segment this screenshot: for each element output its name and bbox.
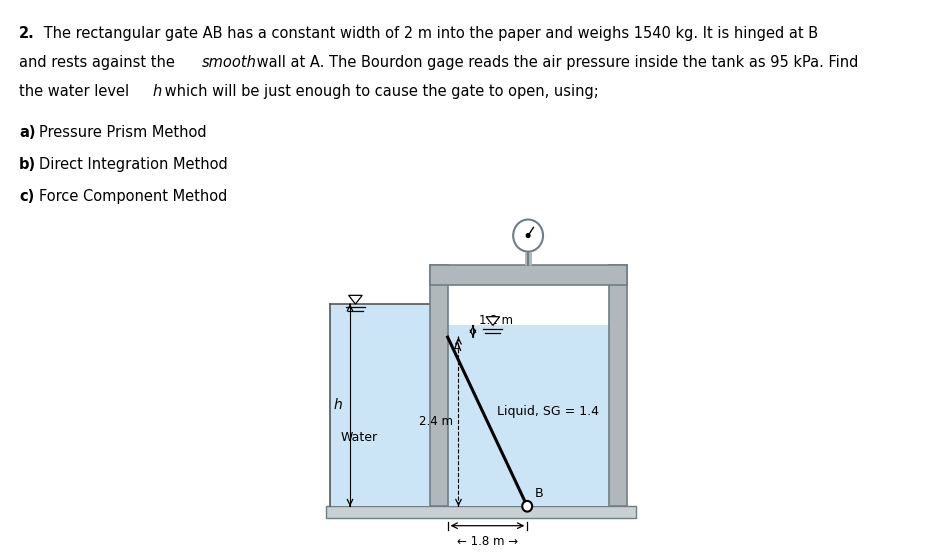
Text: Pressure Prism Method: Pressure Prism Method — [39, 125, 207, 140]
Polygon shape — [429, 265, 447, 506]
Text: Force Component Method: Force Component Method — [39, 189, 228, 204]
Text: Direct Integration Method: Direct Integration Method — [39, 157, 228, 172]
Polygon shape — [447, 326, 609, 506]
Text: and rests against the: and rests against the — [19, 55, 179, 70]
Text: 2.4 m: 2.4 m — [419, 415, 453, 428]
Text: ← 1.8 m →: ← 1.8 m → — [457, 535, 518, 549]
Text: h: h — [152, 84, 161, 99]
Text: 2.: 2. — [19, 26, 35, 41]
Text: Liquid, SG = 1.4: Liquid, SG = 1.4 — [498, 406, 599, 418]
Polygon shape — [330, 304, 429, 506]
Polygon shape — [447, 285, 609, 326]
Text: a): a) — [19, 125, 36, 140]
Text: b): b) — [19, 157, 36, 172]
Polygon shape — [325, 506, 636, 518]
Polygon shape — [429, 265, 627, 285]
Polygon shape — [609, 265, 627, 506]
Polygon shape — [486, 317, 500, 326]
Text: which will be just enough to cause the gate to open, using;: which will be just enough to cause the g… — [160, 84, 599, 99]
Text: Water: Water — [341, 431, 378, 444]
Text: B: B — [535, 487, 543, 501]
Text: c): c) — [19, 189, 34, 204]
Text: smooth: smooth — [202, 55, 257, 70]
Text: 1.2 m: 1.2 m — [480, 315, 513, 327]
Text: A: A — [453, 341, 462, 354]
Circle shape — [526, 233, 530, 237]
Circle shape — [513, 220, 543, 252]
Circle shape — [522, 501, 532, 512]
Polygon shape — [349, 295, 362, 304]
Text: The rectangular gate AB has a constant width of 2 m into the paper and weighs 15: The rectangular gate AB has a constant w… — [39, 26, 818, 41]
Text: the water level: the water level — [19, 84, 134, 99]
Text: h: h — [334, 398, 343, 412]
Text: wall at A. The Bourdon gage reads the air pressure inside the tank as 95 kPa. Fi: wall at A. The Bourdon gage reads the ai… — [252, 55, 858, 70]
